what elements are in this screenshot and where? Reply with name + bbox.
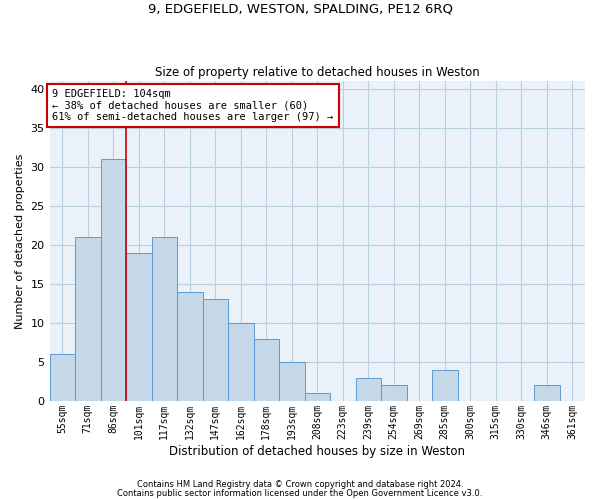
Bar	[432, 370, 458, 401]
Bar	[177, 292, 203, 401]
Bar	[75, 237, 101, 401]
Bar	[126, 252, 152, 401]
X-axis label: Distribution of detached houses by size in Weston: Distribution of detached houses by size …	[169, 444, 465, 458]
Bar	[50, 354, 75, 401]
Title: Size of property relative to detached houses in Weston: Size of property relative to detached ho…	[155, 66, 479, 78]
Text: 9, EDGEFIELD, WESTON, SPALDING, PE12 6RQ: 9, EDGEFIELD, WESTON, SPALDING, PE12 6RQ	[148, 2, 452, 16]
Y-axis label: Number of detached properties: Number of detached properties	[15, 154, 25, 328]
Bar	[356, 378, 381, 401]
Bar	[279, 362, 305, 401]
Text: Contains HM Land Registry data © Crown copyright and database right 2024.: Contains HM Land Registry data © Crown c…	[137, 480, 463, 489]
Bar	[152, 237, 177, 401]
Bar	[228, 323, 254, 401]
Text: 9 EDGEFIELD: 104sqm
← 38% of detached houses are smaller (60)
61% of semi-detach: 9 EDGEFIELD: 104sqm ← 38% of detached ho…	[52, 89, 334, 122]
Bar	[101, 159, 126, 401]
Bar	[381, 386, 407, 401]
Bar	[203, 300, 228, 401]
Bar	[254, 338, 279, 401]
Bar	[534, 386, 560, 401]
Bar	[305, 393, 330, 401]
Text: Contains public sector information licensed under the Open Government Licence v3: Contains public sector information licen…	[118, 488, 482, 498]
